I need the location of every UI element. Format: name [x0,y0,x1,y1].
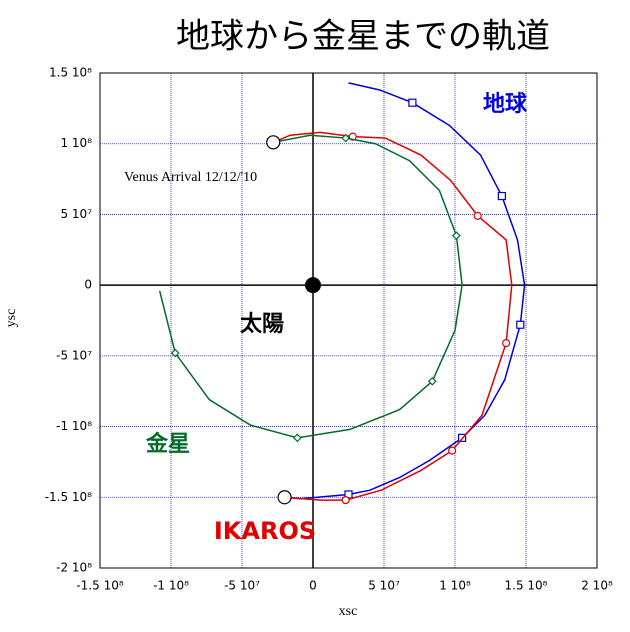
y-tick-label: -1.5 10⁸ [45,490,92,504]
chart-title: 地球から金星までの軌道 [176,17,550,57]
marker [170,348,180,358]
plot-frame [99,72,598,569]
x-tick-label: -5 10⁷ [224,579,260,593]
orbit-line [272,131,513,501]
marker [448,446,457,455]
series-label: IKAROS [214,517,316,545]
sun-label: 太陽 [240,312,284,337]
y-tick-label: -2 10⁸ [56,561,92,575]
orbit-line [284,82,526,500]
y-axis-label: ysc [4,309,19,328]
orbit-line [158,134,463,439]
y-tick-label: 1 10⁸ [60,136,92,150]
marker [516,320,525,329]
x-tick-label: 1.5 10⁸ [505,579,548,593]
sun [305,277,321,294]
x-axis-label: xsc [339,604,358,619]
y-tick-label: 5 10⁷ [60,207,92,221]
marker [341,496,350,505]
marker [452,231,461,240]
y-tick-label: 0 [84,278,92,292]
x-tick-label: 5 10⁷ [368,579,400,593]
series-label: 地球 [483,92,528,117]
marker [341,133,351,143]
x-tick-label: 1 10⁸ [439,579,471,593]
marker [408,98,417,107]
marker [502,339,511,348]
marker [427,376,437,386]
annotation: Venus Arrival 12/12/'10 [124,170,257,185]
x-tick-label: 2 10⁸ [581,579,613,593]
x-tick-label: 0 [309,579,317,593]
marker [293,433,302,443]
y-tick-label: -5 10⁷ [56,348,92,362]
marker [473,211,482,220]
y-tick-label: -1 10⁸ [56,419,92,433]
marker [497,191,506,201]
endpoint [277,490,292,505]
y-tick-label: 1.5 10⁸ [49,66,92,80]
series-label: 金星 [145,431,190,457]
x-tick-label: -1 10⁸ [153,579,189,593]
x-tick-label: -1.5 10⁸ [76,579,123,593]
endpoint [266,135,281,150]
